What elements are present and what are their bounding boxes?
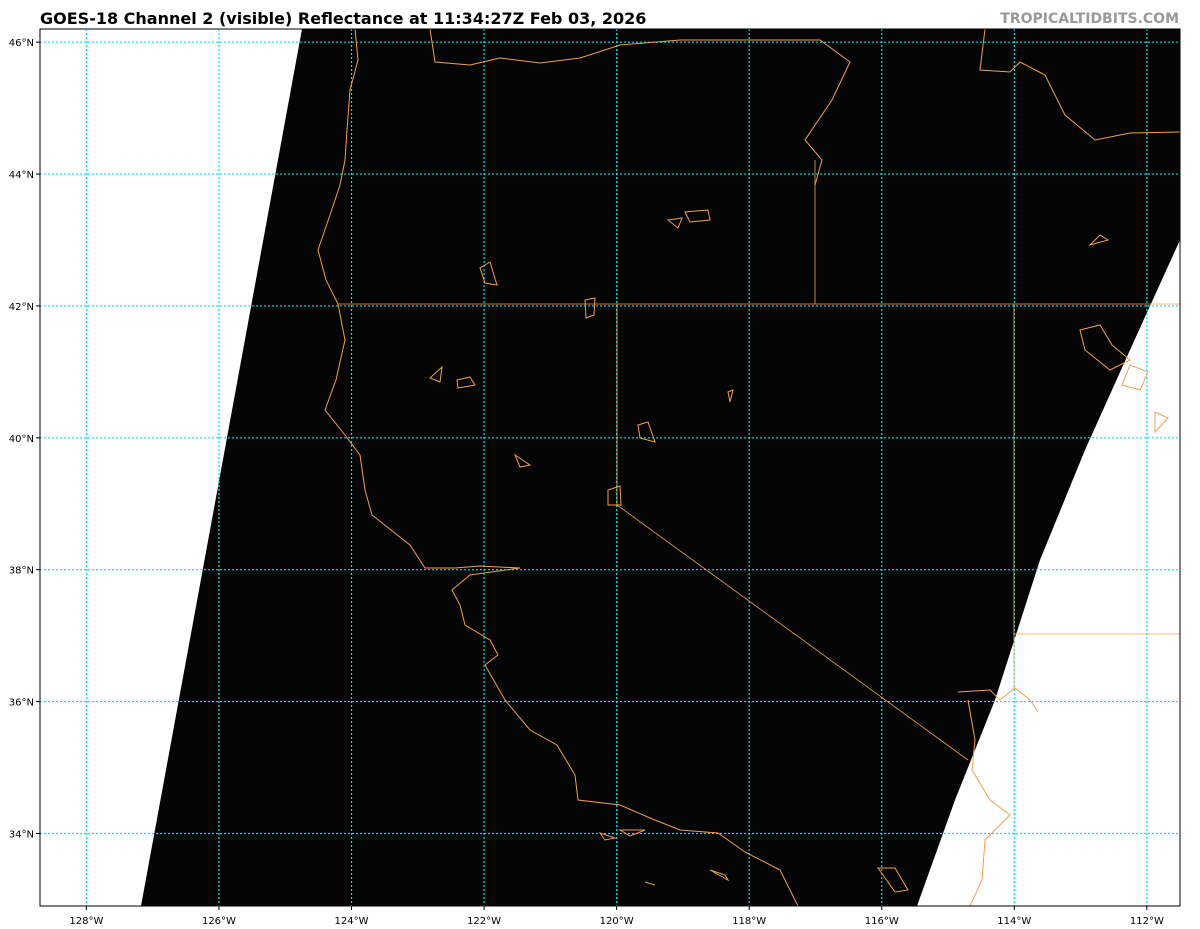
- map-frame: [39, 28, 1181, 907]
- lat-tick-label: 38°N: [9, 566, 34, 577]
- lat-tick-label: 40°N: [9, 434, 34, 445]
- lat-tick-label: 34°N: [9, 829, 34, 840]
- lon-tick-label: 120°W: [600, 916, 634, 927]
- columbia-river-border: [429, 28, 851, 186]
- brand-watermark: TROPICALTIDBITS.COM: [1000, 11, 1179, 27]
- colorado-river: [957, 687, 1039, 907]
- lon-tick-label: 122°W: [467, 916, 501, 927]
- montana-border: [979, 28, 1181, 141]
- lon-tick-label: 126°W: [202, 916, 236, 927]
- graticule: [40, 29, 1180, 906]
- lon-tick-label: 116°W: [865, 916, 899, 927]
- lon-tick-label: 114°W: [997, 916, 1031, 927]
- lat-tick-label: 46°N: [9, 38, 34, 49]
- lat-tick-label: 36°N: [9, 698, 34, 709]
- lake-outlines: [429, 209, 1169, 893]
- lat-tick-label: 44°N: [9, 170, 34, 181]
- lon-tick-label: 124°W: [335, 916, 369, 927]
- coastlines: [317, 28, 1181, 907]
- map-title: GOES-18 Channel 2 (visible) Reflectance …: [40, 9, 647, 28]
- lon-tick-label: 112°W: [1130, 916, 1164, 927]
- imagery-swath: [141, 29, 1180, 906]
- pacific-coastline: [317, 28, 799, 907]
- lon-tick-label: 128°W: [69, 916, 103, 927]
- lat-tick-label: 42°N: [9, 302, 34, 313]
- lon-tick-label: 118°W: [732, 916, 766, 927]
- axis-ticks: 128°W 126°W 124°W 122°W 120°W 118°W 116°W 114°W…: [9, 38, 1164, 927]
